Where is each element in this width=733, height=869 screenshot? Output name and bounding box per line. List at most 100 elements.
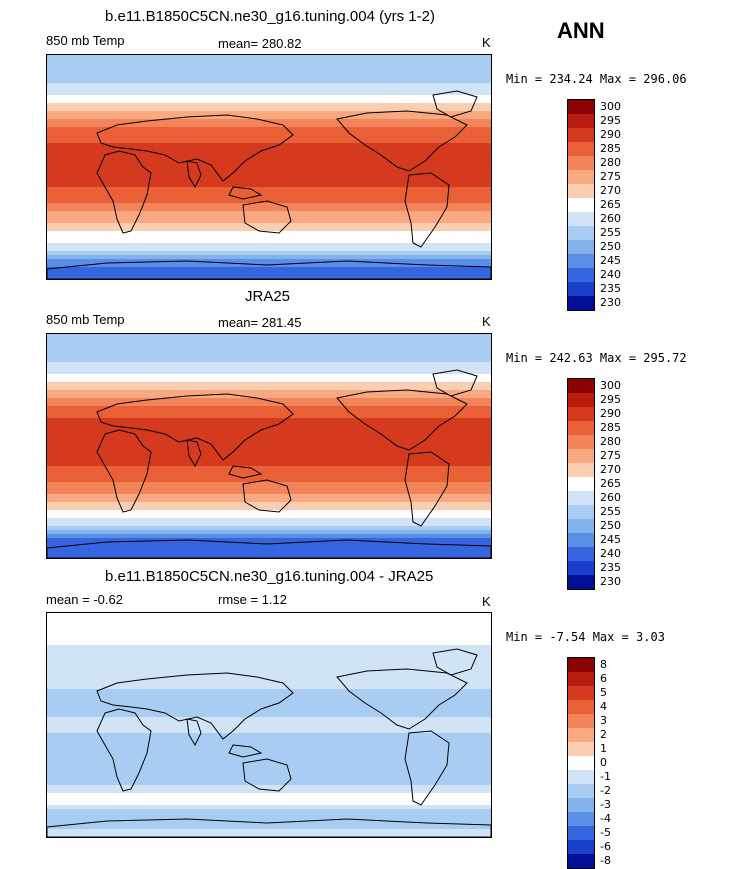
panel-2-colorbar-tick-label: 285 bbox=[600, 421, 621, 434]
panel-1-colorbar-cell bbox=[568, 226, 594, 240]
panel-1-colorbar-cell bbox=[568, 100, 594, 114]
panel-1-variable-label: 850 mb Temp bbox=[46, 33, 125, 48]
panel-3-field-band bbox=[47, 689, 491, 694]
panel-3-colorbar-tick-label: 0 bbox=[600, 756, 607, 769]
panel-3-coastline bbox=[96, 708, 152, 792]
panel-1-coastline bbox=[186, 160, 202, 189]
panel-3-map-svg bbox=[47, 613, 491, 837]
panel-1-field-band bbox=[47, 155, 491, 160]
panel-2-field-band bbox=[47, 390, 491, 395]
panel-3-colorbar-tick-label: -1 bbox=[600, 770, 611, 783]
panel-1-coastline bbox=[242, 200, 292, 234]
panel-3-field-band bbox=[47, 705, 491, 710]
panel-2-field-band bbox=[47, 386, 491, 391]
panel-2-field-band bbox=[47, 526, 491, 531]
panel-2-field-band bbox=[47, 510, 491, 515]
panel-2-colorbar-cell bbox=[568, 533, 594, 547]
panel-1-coastline bbox=[228, 186, 263, 200]
panel-1-mean-label: mean= 280.82 bbox=[218, 36, 302, 51]
panel-2-field-band bbox=[47, 430, 491, 435]
panel-1-field-band bbox=[47, 99, 491, 104]
panel-3-field-band bbox=[47, 629, 491, 634]
panel-1-colorbar-tick-label: 235 bbox=[600, 282, 621, 295]
panel-3-field-band bbox=[47, 645, 491, 650]
panel-1-field-band bbox=[47, 255, 491, 260]
panel-3-field-band bbox=[47, 725, 491, 730]
panel-3-colorbar-tick-label: -3 bbox=[600, 798, 611, 811]
panel-2-colorbar-tick-label: 300 bbox=[600, 379, 621, 392]
panel-1-field-band bbox=[47, 175, 491, 180]
panel-2-field-band bbox=[47, 530, 491, 535]
panel-3-field-band bbox=[47, 669, 491, 674]
panel-1-field-band bbox=[47, 75, 491, 80]
panel-1-field-band bbox=[47, 135, 491, 140]
panel-1-field-band bbox=[47, 187, 491, 192]
panel-2-field-band bbox=[47, 470, 491, 475]
panel-3-colorbar-cell bbox=[568, 686, 594, 700]
panel-1-field-band bbox=[47, 55, 491, 60]
panel-1-colorbar bbox=[567, 99, 595, 311]
panel-1-field-band bbox=[47, 123, 491, 128]
panel-1-coastline bbox=[404, 172, 450, 248]
panel-3-field-band bbox=[47, 781, 491, 786]
panel-3-field-band bbox=[47, 649, 491, 654]
panel-1-field-band bbox=[47, 259, 491, 264]
panel-3-coastline bbox=[186, 718, 202, 747]
panel-3-colorbar-tick-label: -2 bbox=[600, 784, 611, 797]
panel-1-field-band bbox=[47, 267, 491, 272]
panel-3-coastline bbox=[404, 730, 450, 806]
panel-3-colorbar-cell bbox=[568, 672, 594, 686]
panel-2-colorbar-cell bbox=[568, 449, 594, 463]
panel-2-colorbar-tick-label: 245 bbox=[600, 533, 621, 546]
panel-2-colorbar-cell bbox=[568, 505, 594, 519]
panel-3-field-band bbox=[47, 713, 491, 718]
panel-1-colorbar-tick-label: 250 bbox=[600, 240, 621, 253]
panel-2-field-band bbox=[47, 418, 491, 423]
panel-1-field-band bbox=[47, 235, 491, 240]
panel-3-field-band bbox=[47, 801, 491, 806]
panel-2-field-band bbox=[47, 438, 491, 443]
panel-2-field-band bbox=[47, 362, 491, 367]
panel-1-field-band bbox=[47, 95, 491, 100]
panel-3-colorbar-cell bbox=[568, 798, 594, 812]
panel-2-field-band bbox=[47, 346, 491, 351]
panel-1-field-band bbox=[47, 247, 491, 252]
panel-2-field-band bbox=[47, 458, 491, 463]
panel-3-coastline bbox=[96, 672, 294, 740]
panel-3-field-band bbox=[47, 693, 491, 698]
panel-2-coastline bbox=[96, 429, 152, 513]
panel-1-minmax-label: Min = 234.24 Max = 296.06 bbox=[506, 72, 687, 86]
panel-3-colorbar-tick-label: 3 bbox=[600, 714, 607, 727]
panel-2-field-band bbox=[47, 402, 491, 407]
panel-3-field-band bbox=[47, 657, 491, 662]
panel-2-colorbar-tick-label: 290 bbox=[600, 407, 621, 420]
panel-3-colorbar-cell bbox=[568, 784, 594, 798]
panel-1-colorbar-cell bbox=[568, 170, 594, 184]
panel-3-field-band bbox=[47, 805, 491, 810]
panel-2-field-band bbox=[47, 466, 491, 471]
panel-1-field-band bbox=[47, 219, 491, 224]
season-label: ANN bbox=[557, 18, 605, 43]
panel-3-field-band bbox=[47, 641, 491, 646]
panel-2-colorbar-cell bbox=[568, 477, 594, 491]
panel-3-units-label: K bbox=[482, 594, 491, 609]
panel-3-colorbar-tick-label: -5 bbox=[600, 826, 611, 839]
panel-3-field-band bbox=[47, 617, 491, 622]
panel-1-colorbar-tick-label: 285 bbox=[600, 142, 621, 155]
panel-1-field-band bbox=[47, 271, 491, 276]
panel-3-colorbar-tick-label: 4 bbox=[600, 700, 607, 713]
panel-2-colorbar-tick-label: 280 bbox=[600, 435, 621, 448]
panel-1-field-band bbox=[47, 203, 491, 208]
panel-1-coastline bbox=[336, 110, 468, 172]
panel-2-coastline bbox=[336, 389, 468, 451]
panel-2-coastline bbox=[404, 451, 450, 527]
panel-2-colorbar-tick-label: 295 bbox=[600, 393, 621, 406]
panel-2-colorbar-cell bbox=[568, 575, 594, 589]
panel-1-field-band bbox=[47, 91, 491, 96]
panel-3-field-band bbox=[47, 825, 491, 830]
panel-3-field-band bbox=[47, 625, 491, 630]
panel-3-colorbar-cell bbox=[568, 840, 594, 854]
panel-3-coastline bbox=[432, 648, 478, 676]
panel-2-colorbar-tick-label: 260 bbox=[600, 491, 621, 504]
panel-2-field-band bbox=[47, 550, 491, 555]
